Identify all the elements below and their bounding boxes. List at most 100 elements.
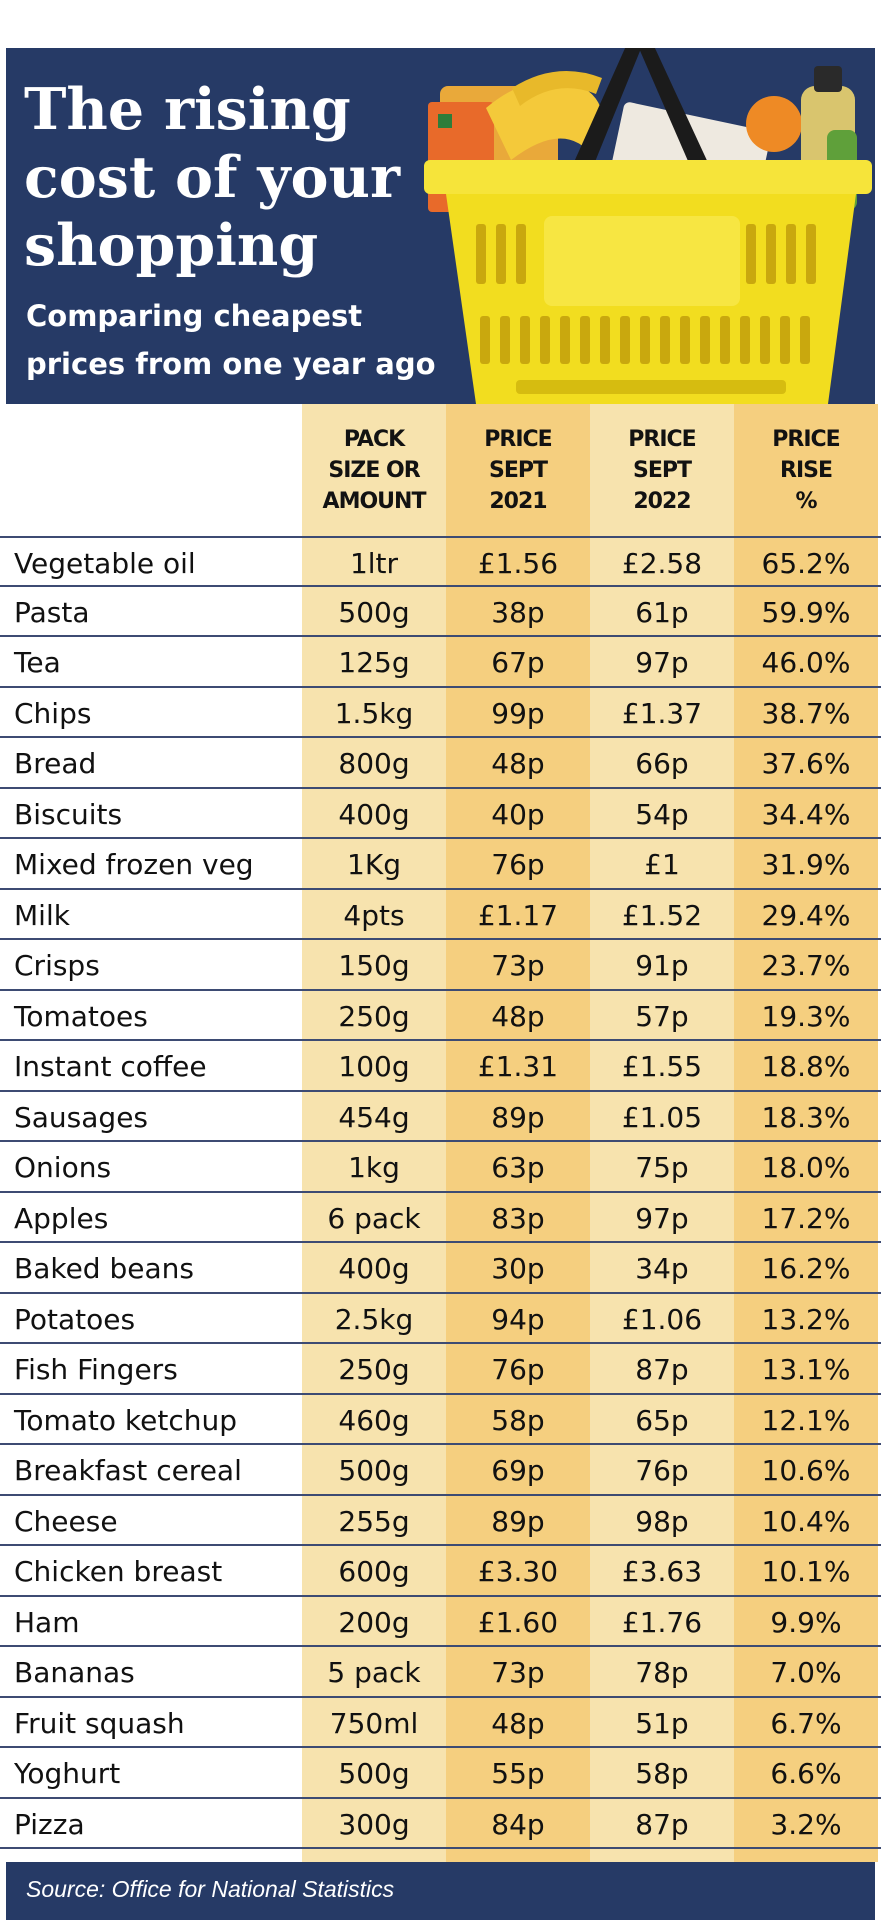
cell-pack-size: 750ml xyxy=(329,1706,419,1740)
table-row: Crisps 150g 73p 91p 23.7% xyxy=(0,940,881,991)
cell-price-2021: 67p xyxy=(491,646,545,679)
cell-item: Milk xyxy=(14,898,70,932)
table-row: Instant coffee 100g £1.31 £1.55 18.8% xyxy=(0,1041,881,1092)
cell-item: Ham xyxy=(14,1605,80,1639)
cell-price-2021: £1.17 xyxy=(477,898,559,932)
cell-price-2022: £1.76 xyxy=(621,1605,703,1639)
cell-pack-size: 100g xyxy=(338,1050,410,1083)
cell-price-2022: 76p xyxy=(635,1454,689,1487)
table-row: Chips 1.5kg 99p £1.37 38.7% xyxy=(0,688,881,738)
cell-price-2022: 75p xyxy=(635,1151,689,1184)
table-row: Vegetable oil 1ltr £1.56 £2.58 65.2% xyxy=(0,536,881,587)
page-title: The rising cost of your shopping xyxy=(24,76,400,279)
cell-price-2022: 54p xyxy=(635,797,689,831)
cell-item: Baked beans xyxy=(14,1252,194,1285)
cell-item: Tea xyxy=(14,646,61,679)
cell-pack-size: 150g xyxy=(338,949,410,982)
cell-price-rise: 37.6% xyxy=(761,747,851,780)
cell-pack-size: 1kg xyxy=(348,1151,400,1184)
cell-price-2021: 76p xyxy=(491,1353,545,1386)
cell-price-2022: 98p xyxy=(635,1504,689,1538)
cell-price-rise: 34.4% xyxy=(761,797,851,831)
cell-price-2022: 51p xyxy=(635,1706,689,1740)
cell-item: Pasta xyxy=(14,595,90,629)
cell-pack-size: 400g xyxy=(338,797,410,831)
cell-item: Crisps xyxy=(14,949,100,982)
cell-price-rise: 59.9% xyxy=(761,595,851,629)
cell-item: Chicken breast xyxy=(14,1555,223,1588)
cell-price-rise: 65.2% xyxy=(761,547,851,580)
cell-price-2022: 58p xyxy=(635,1757,689,1790)
cell-price-rise: 13.1% xyxy=(761,1353,851,1386)
cell-item: Fish Fingers xyxy=(14,1353,178,1386)
cell-item: Tomato ketchup xyxy=(14,1403,238,1437)
header-panel: The rising cost of your shopping Compari… xyxy=(6,48,875,404)
cell-price-rise: 19.3% xyxy=(761,999,851,1033)
cell-price-2022: 61p xyxy=(635,595,689,629)
cell-price-rise: 31.9% xyxy=(761,848,851,881)
table-row: Baked beans 400g 30p 34p 16.2% xyxy=(0,1243,881,1294)
cell-price-2021: 83p xyxy=(491,1201,545,1235)
cell-price-2021: 73p xyxy=(491,949,545,982)
cell-price-2021: 40p xyxy=(491,797,545,831)
cell-price-2022: £1.52 xyxy=(621,898,703,932)
cell-price-2021: 48p xyxy=(491,747,545,780)
cell-pack-size: 460g xyxy=(338,1403,410,1437)
cell-price-2022: 66p xyxy=(635,747,689,780)
table-row: Bananas 5 pack 73p 78p 7.0% xyxy=(0,1647,881,1698)
cell-price-2022: £1.55 xyxy=(621,1050,703,1083)
table-row: Tea 125g 67p 97p 46.0% xyxy=(0,637,881,688)
cell-price-rise: 7.0% xyxy=(770,1656,842,1689)
table-row: Cheese 255g 89p 98p 10.4% xyxy=(0,1496,881,1546)
cell-pack-size: 200g xyxy=(338,1605,410,1639)
table-row: Fruit squash 750ml 48p 51p 6.7% xyxy=(0,1698,881,1748)
cell-price-2021: £1.31 xyxy=(477,1050,559,1083)
cell-price-2021: 38p xyxy=(491,595,545,629)
basket-handle-icon xyxy=(566,48,642,184)
table-row: Breakfast cereal 500g 69p 76p 10.6% xyxy=(0,1445,881,1496)
cell-price-rise: 23.7% xyxy=(761,949,851,982)
table-row: Yoghurt 500g 55p 58p 6.6% xyxy=(0,1748,881,1799)
column-header-pack-size: PACK SIZE OR AMOUNT xyxy=(322,427,427,514)
table-row: Chicken breast 600g £3.30 £3.63 10.1% xyxy=(0,1546,881,1597)
table-row: Pasta 500g 38p 61p 59.9% xyxy=(0,587,881,637)
cell-price-2022: 91p xyxy=(635,949,689,982)
source-note: Source: Office for National Statistics xyxy=(26,1876,395,1902)
table-row: Fish Fingers 250g 76p 87p 13.1% xyxy=(0,1344,881,1395)
cell-price-2021: 48p xyxy=(491,1706,545,1740)
cell-pack-size: 255g xyxy=(338,1504,410,1538)
cell-item: Vegetable oil xyxy=(14,547,196,580)
cell-pack-size: 800g xyxy=(338,747,410,780)
cell-price-rise: 18.3% xyxy=(761,1100,851,1134)
table-row: Apples 6 pack 83p 97p 17.2% xyxy=(0,1193,881,1243)
cell-item: Cheese xyxy=(14,1504,118,1538)
cell-price-2021: 89p xyxy=(491,1100,545,1134)
column-header-price-2022: PRICE SEPT 2022 xyxy=(628,427,696,514)
cell-pack-size: 1Kg xyxy=(347,848,401,881)
column-background-2021 xyxy=(446,404,590,1862)
table-row: Pizza 300g 84p 87p 3.2% xyxy=(0,1799,881,1849)
cell-pack-size: 500g xyxy=(338,1757,410,1790)
cell-pack-size: 600g xyxy=(338,1555,410,1588)
cell-pack-size: 500g xyxy=(338,1454,410,1487)
cell-pack-size: 300g xyxy=(338,1807,410,1841)
cell-pack-size: 500g xyxy=(338,595,410,629)
cell-price-rise: 29.4% xyxy=(761,898,851,932)
cell-item: Tomatoes xyxy=(14,999,148,1033)
table-row: Tomatoes 250g 48p 57p 19.3% xyxy=(0,991,881,1041)
cell-price-2021: 63p xyxy=(491,1151,545,1184)
column-background-rise xyxy=(734,404,878,1862)
cell-pack-size: 1ltr xyxy=(349,547,399,580)
table-row: Sausages 454g 89p £1.05 18.3% xyxy=(0,1092,881,1142)
table-row: Biscuits 400g 40p 54p 34.4% xyxy=(0,789,881,839)
table-row: Tomato ketchup 460g 58p 65p 12.1% xyxy=(0,1395,881,1445)
table-row: Onions 1kg 63p 75p 18.0% xyxy=(0,1142,881,1193)
cell-item: Instant coffee xyxy=(14,1050,207,1083)
column-background-pack xyxy=(302,404,446,1862)
cell-price-2021: 99p xyxy=(491,696,545,730)
cell-pack-size: 2.5kg xyxy=(334,1302,414,1336)
price-table: PACK SIZE OR AMOUNT PRICE SEPT 2021 PRIC… xyxy=(0,404,881,1862)
cell-pack-size: 4pts xyxy=(343,898,405,932)
cell-price-rise: 10.1% xyxy=(761,1555,851,1588)
cell-price-2022: 97p xyxy=(635,646,689,679)
